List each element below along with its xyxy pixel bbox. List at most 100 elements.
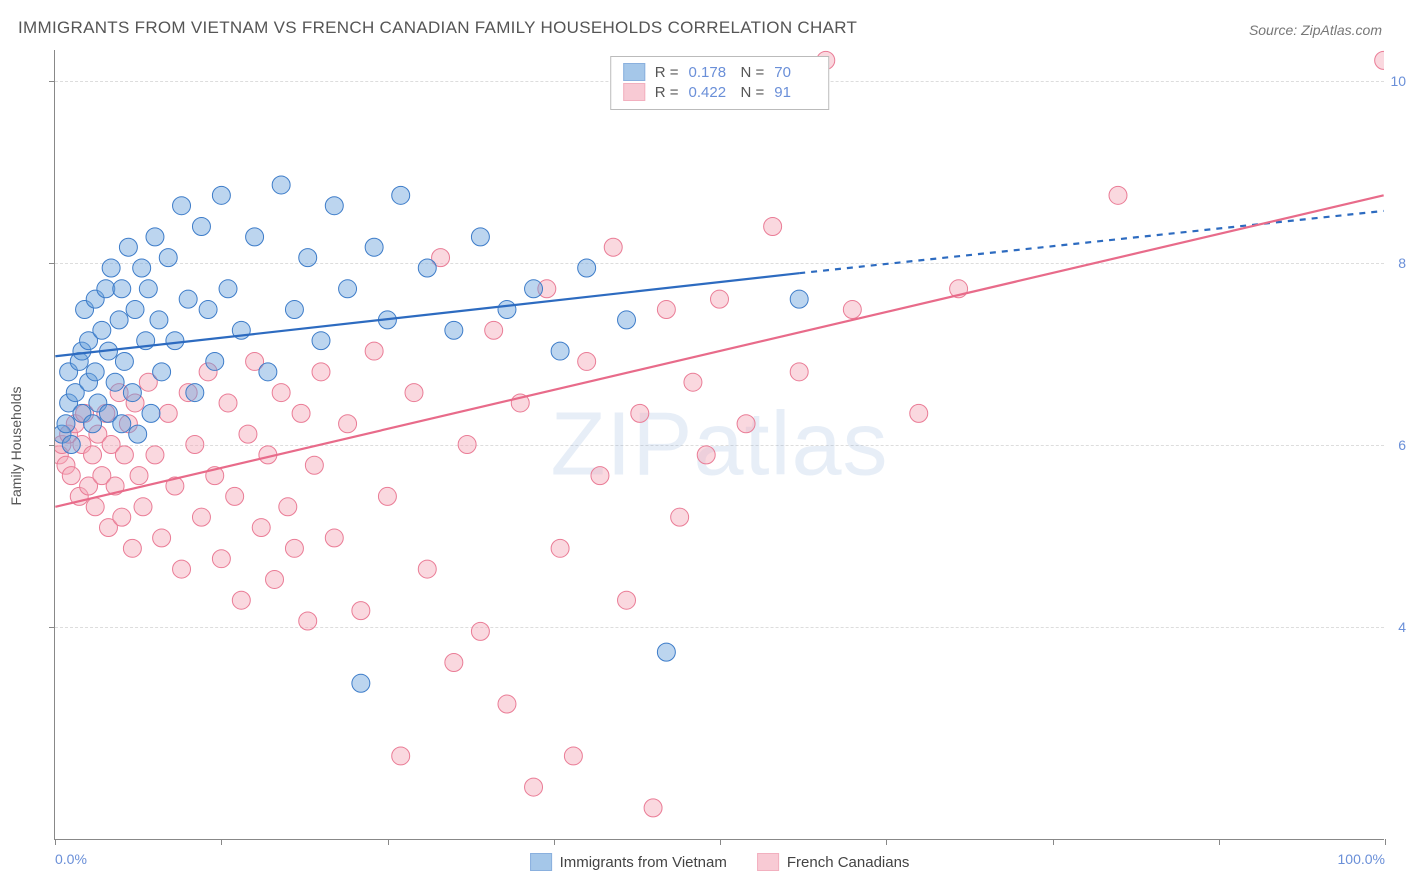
data-point-pink [471,622,489,640]
legend-label-blue: Immigrants from Vietnam [560,854,727,871]
data-point-blue [299,249,317,267]
data-point-pink [618,591,636,609]
data-point-pink [604,238,622,256]
data-point-pink [644,799,662,817]
data-point-pink [86,498,104,516]
data-point-blue [312,332,330,350]
legend-series: Immigrants from Vietnam French Canadians [530,853,910,871]
data-point-blue [102,259,120,277]
data-point-pink [252,519,270,537]
trend-line-blue [55,273,799,356]
data-point-pink [657,301,675,319]
data-point-pink [115,446,133,464]
plot-area: ZIPatlas 47.5%65.0%82.5%100.0% 0.0%100.0… [54,50,1384,840]
data-point-pink [378,487,396,505]
n-value-blue: 70 [774,64,816,81]
data-point-pink [711,290,729,308]
n-label: N = [741,84,765,101]
data-point-pink [62,467,80,485]
data-point-pink [232,591,250,609]
data-point-pink [239,425,257,443]
y-tick-label: 82.5% [1388,255,1406,271]
legend-stats-row-pink: R = 0.422 N = 91 [623,83,817,101]
data-point-pink [186,436,204,454]
data-point-blue [246,228,264,246]
data-point-blue [272,176,290,194]
x-tick [886,839,887,845]
data-point-pink [352,602,370,620]
data-point-pink [146,446,164,464]
legend-stats-row-blue: R = 0.178 N = 70 [623,63,817,81]
r-label: R = [655,64,679,81]
data-point-blue [84,415,102,433]
legend-item-pink: French Canadians [757,853,910,871]
x-tick-label: 0.0% [55,851,87,867]
data-point-pink [305,456,323,474]
x-tick [388,839,389,845]
data-point-pink [279,498,297,516]
n-value-pink: 91 [774,84,816,101]
data-point-pink [551,539,569,557]
data-point-pink [266,570,284,588]
data-point-pink [578,352,596,370]
data-point-pink [525,778,543,796]
x-tick [1053,839,1054,845]
data-point-blue [153,363,171,381]
data-point-blue [259,363,277,381]
data-point-blue [129,425,147,443]
x-tick [1219,839,1220,845]
data-point-blue [498,301,516,319]
data-point-blue [352,674,370,692]
data-point-pink [764,217,782,235]
data-point-blue [97,280,115,298]
data-point-pink [392,747,410,765]
data-point-blue [93,321,111,339]
data-point-blue [471,228,489,246]
y-tick-label: 47.5% [1388,619,1406,635]
data-point-pink [910,404,928,422]
scatter-svg [55,50,1384,839]
data-point-blue [146,228,164,246]
x-tick [720,839,721,845]
data-point-pink [1375,51,1384,69]
data-point-blue [159,249,177,267]
data-point-pink [458,436,476,454]
data-point-blue [115,352,133,370]
legend-swatch-pink-icon [757,853,779,871]
data-point-pink [134,498,152,516]
data-point-pink [790,363,808,381]
data-point-blue [186,384,204,402]
data-point-blue [392,186,410,204]
source-label: Source: ZipAtlas.com [1249,22,1382,38]
data-point-pink [564,747,582,765]
data-point-blue [551,342,569,360]
data-point-blue [325,197,343,215]
x-tick [554,839,555,845]
data-point-blue [62,436,80,454]
data-point-blue [166,332,184,350]
data-point-pink [1109,186,1127,204]
data-point-blue [113,280,131,298]
data-point-pink [292,404,310,422]
data-point-pink [272,384,290,402]
legend-swatch-pink-icon [623,83,645,101]
legend-label-pink: French Canadians [787,854,910,871]
data-point-pink [325,529,343,547]
data-point-pink [226,487,244,505]
data-point-blue [525,280,543,298]
data-point-pink [339,415,357,433]
data-point-blue [123,384,141,402]
data-point-blue [206,352,224,370]
data-point-blue [418,259,436,277]
data-point-blue [119,238,137,256]
x-tick [55,839,56,845]
data-point-blue [192,217,210,235]
data-point-pink [697,446,715,464]
data-point-blue [150,311,168,329]
data-point-pink [192,508,210,526]
data-point-pink [312,363,330,381]
data-point-pink [130,467,148,485]
data-point-pink [631,404,649,422]
data-point-blue [212,186,230,204]
r-label: R = [655,84,679,101]
